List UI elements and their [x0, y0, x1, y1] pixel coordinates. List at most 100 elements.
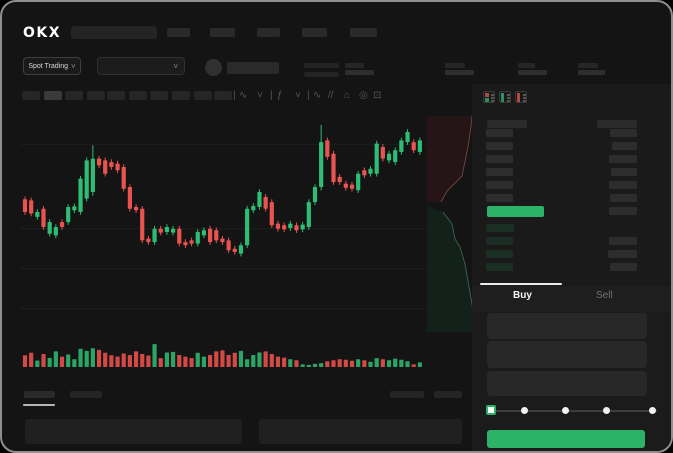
- ask-mark: [517, 93, 520, 102]
- depth-chart: [427, 115, 475, 332]
- price-input[interactable]: [487, 313, 647, 339]
- chevron-down-icon[interactable]: ˅: [295, 90, 301, 101]
- tab-sell[interactable]: Sell: [596, 290, 613, 301]
- bottom-tab-history[interactable]: [70, 391, 102, 398]
- candle-body: [232, 248, 237, 252]
- active-tab-indicator: [480, 283, 562, 285]
- last-price-bar[interactable]: [487, 206, 544, 217]
- candle-body: [47, 222, 52, 234]
- tab-buy[interactable]: Buy: [513, 290, 532, 301]
- timeframe-button[interactable]: [172, 91, 190, 100]
- candle-body: [146, 238, 151, 243]
- slider-stop[interactable]: [562, 407, 569, 414]
- amount-slider[interactable]: [491, 410, 657, 412]
- slider-handle[interactable]: [486, 405, 496, 415]
- ask-price-bar[interactable]: [486, 194, 513, 202]
- bottom-tab-orders[interactable]: [24, 391, 55, 398]
- volume-bar: [275, 356, 281, 367]
- search-input[interactable]: [71, 26, 157, 39]
- ask-price-bar[interactable]: [486, 142, 513, 150]
- volume-bar: [72, 359, 77, 367]
- stat-label-placeholder: [578, 63, 598, 68]
- volume-bar: [245, 359, 250, 367]
- indicators-icon[interactable]: ƒ: [277, 90, 283, 101]
- draw-tool-icon[interactable]: //: [328, 90, 334, 101]
- volume-bar: [325, 361, 330, 367]
- volume-bar: [66, 354, 71, 367]
- volume-bar: [127, 355, 132, 367]
- line-tool-icon[interactable]: ∿: [313, 90, 322, 101]
- bid-price-bar[interactable]: [486, 237, 513, 245]
- buy-submit-button[interactable]: [487, 430, 645, 448]
- okx-logo[interactable]: OKX: [23, 25, 62, 41]
- bid-price-bar[interactable]: [486, 263, 513, 271]
- volume-bar: [140, 354, 145, 367]
- volume-bar: [158, 358, 163, 367]
- pair-icon[interactable]: [205, 59, 222, 76]
- volume-bar: [22, 355, 28, 367]
- slider-stop[interactable]: [649, 407, 656, 414]
- market-type-selector[interactable]: Spot Trading ˅: [23, 57, 81, 75]
- nav-item-placeholder[interactable]: [167, 28, 190, 37]
- candle-body: [189, 240, 194, 244]
- nav-item-placeholder[interactable]: [257, 28, 280, 37]
- volume-bar: [312, 363, 318, 367]
- pair-selector-dropdown[interactable]: ˅: [97, 57, 185, 75]
- volume-bar: [195, 352, 200, 367]
- slider-stop[interactable]: [521, 407, 528, 414]
- volume-bar: [226, 355, 231, 367]
- volume-bar: [405, 361, 410, 367]
- volume-bar: [220, 350, 225, 367]
- volume-bar: [96, 349, 102, 367]
- volume-bar: [152, 344, 157, 367]
- candle-body: [103, 160, 108, 174]
- chart-type-icon[interactable]: ∿: [239, 90, 248, 101]
- snapshot-icon[interactable]: ⌂: [344, 90, 351, 101]
- candle-body: [368, 168, 373, 174]
- candle-body: [22, 199, 28, 212]
- settings-icon[interactable]: ◎: [359, 90, 368, 101]
- bottom-action-placeholder[interactable]: [434, 391, 462, 398]
- combined-book-view-icon[interactable]: [483, 91, 495, 103]
- timeframe-button[interactable]: [65, 91, 83, 100]
- timeframe-button[interactable]: [214, 91, 232, 100]
- ask-price-bar[interactable]: [486, 155, 513, 163]
- candle-body: [183, 242, 188, 246]
- volume-bar: [201, 356, 207, 367]
- bid-price-bar[interactable]: [486, 224, 514, 232]
- timeframe-button[interactable]: [87, 91, 105, 100]
- bottom-action-placeholder[interactable]: [390, 391, 424, 398]
- volume-bar: [251, 355, 256, 367]
- timeframe-button[interactable]: [107, 91, 125, 100]
- amount-input[interactable]: [487, 341, 647, 368]
- volume-bar: [411, 364, 416, 367]
- asks-only-view-icon[interactable]: [515, 91, 527, 103]
- nav-item-placeholder[interactable]: [302, 28, 327, 37]
- slider-stop[interactable]: [603, 407, 610, 414]
- candle-body: [282, 225, 287, 230]
- ask-price-bar[interactable]: [486, 181, 513, 189]
- nav-item-placeholder[interactable]: [210, 28, 235, 37]
- ask-price-bar[interactable]: [486, 129, 513, 137]
- candle-body: [386, 153, 392, 161]
- timeframe-button[interactable]: [44, 91, 62, 100]
- volume-bar: [399, 359, 404, 367]
- chevron-down-icon[interactable]: ˅: [257, 90, 263, 101]
- timeframe-button[interactable]: [129, 91, 147, 100]
- bids-only-view-icon[interactable]: [498, 91, 511, 103]
- candle-body: [306, 202, 311, 228]
- timeframe-button[interactable]: [22, 91, 40, 100]
- stat-label-placeholder: [445, 63, 465, 68]
- ask-price-bar[interactable]: [486, 168, 513, 176]
- candle-body: [41, 208, 46, 228]
- total-input[interactable]: [487, 371, 647, 396]
- timeframe-button[interactable]: [150, 91, 168, 100]
- bid-price-bar[interactable]: [486, 250, 513, 258]
- ask-amount-bar: [611, 168, 637, 176]
- nav-item-placeholder[interactable]: [350, 28, 377, 37]
- candle-body: [263, 196, 268, 209]
- fullscreen-icon[interactable]: ⊡: [373, 90, 382, 101]
- timeframe-button[interactable]: [194, 91, 212, 100]
- volume-bar: [59, 356, 65, 367]
